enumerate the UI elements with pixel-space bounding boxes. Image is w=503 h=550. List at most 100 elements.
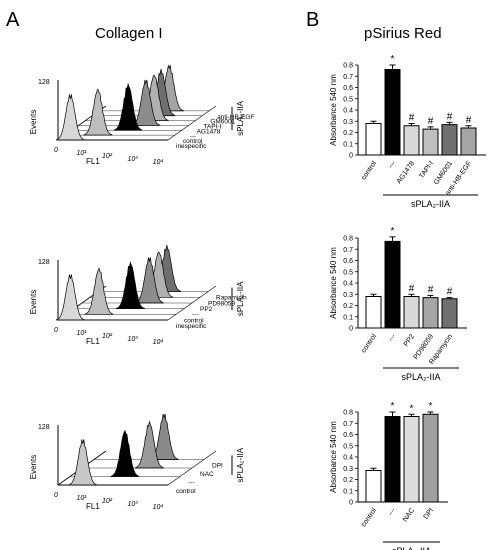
x-tick-label: 0 — [54, 492, 58, 499]
y-axis-label: Events — [29, 455, 38, 479]
x-tick-label: --- — [387, 507, 397, 517]
y-tick-label: 0.8 — [343, 410, 353, 417]
y-tick-label: 0.7 — [343, 247, 353, 254]
x-tick-label: AG1478 — [396, 160, 417, 185]
x-tick-label: 10¹ — [76, 330, 87, 337]
y-tick-label: 0.6 — [343, 258, 353, 265]
significance-mark: * — [391, 401, 395, 412]
y-axis-label: Absorbance 540 nm — [329, 421, 338, 493]
track-label: control — [183, 138, 203, 145]
bar-PP2 — [403, 296, 420, 329]
significance-mark: # — [447, 287, 453, 298]
x-tick-label: 10⁴ — [153, 504, 164, 511]
y-tick-label: 0.5 — [343, 269, 353, 276]
bar-chart-1: 0 0.1 0.2 0.3 0.4 0.5 0.6 0.7 0.8 Absorbance 540 … — [329, 54, 486, 209]
track-label: NAC — [200, 471, 214, 478]
bar-control — [365, 470, 382, 503]
group-label: sPLA₂-IIA — [411, 199, 450, 209]
track-label: --- — [190, 133, 197, 140]
y-tick-label: 0.3 — [343, 292, 353, 299]
significance-mark: * — [391, 54, 395, 65]
bar-DPI — [422, 413, 439, 503]
significance-mark: # — [409, 113, 415, 124]
track-label: --- — [188, 480, 195, 487]
y-tick-label: 0.5 — [343, 96, 353, 103]
x-tick-label: 0 — [54, 147, 58, 154]
y-axis-label: Events — [29, 290, 38, 314]
y-tick-label: 0.5 — [343, 443, 353, 450]
x-tick-label: 10² — [102, 333, 113, 340]
y-tick-label: 0.3 — [343, 119, 353, 126]
significance-mark: # — [428, 116, 434, 127]
panel-a-title: Collagen I — [95, 25, 163, 42]
y-tick-label: 0.6 — [343, 85, 353, 92]
group-label: sPLA₂-IIA — [236, 281, 245, 316]
histogram-peak-control — [84, 267, 114, 315]
track-label: GM6001 — [210, 119, 235, 126]
x-tick-label: 10¹ — [76, 495, 87, 502]
bar-chart-2: 0 0.1 0.2 0.3 0.4 0.5 0.6 0.7 0.8 Absorbance 540 … — [329, 226, 467, 382]
bar-AG1478 — [403, 125, 420, 156]
bar-PD98059 — [422, 297, 439, 329]
x-tick-label: 10² — [102, 498, 113, 505]
significance-mark: # — [409, 283, 415, 294]
bar-control — [365, 123, 382, 156]
x-axis-label: FL1 — [86, 157, 100, 166]
track-label: PP2 — [200, 306, 213, 313]
y-axis-label: Absorbance 540 nm — [329, 74, 338, 146]
group-label: sPLA₂-IIA — [392, 546, 431, 550]
y-tick-label: 0.2 — [343, 303, 353, 310]
track-label: DPI — [212, 463, 223, 470]
x-tick-label: TAPI-I — [418, 160, 435, 180]
y-tick-label: 0.4 — [343, 108, 353, 115]
x-tick-label: 10⁴ — [153, 339, 164, 346]
x-tick-label: 0 — [54, 327, 58, 334]
x-tick-label: 10⁴ — [153, 159, 164, 166]
x-tick-label: PP2 — [403, 333, 416, 348]
significance-mark: * — [391, 226, 395, 237]
significance-mark: # — [428, 284, 434, 295]
panel-b-letter: B — [306, 9, 319, 31]
histogram-peak---- — [115, 261, 145, 310]
significance-mark: # — [447, 111, 453, 122]
y-tick-label: 0.1 — [343, 314, 353, 321]
bar-GM6001 — [441, 124, 458, 156]
y-max-tick: 128 — [38, 259, 50, 266]
track-label: inespecific — [176, 143, 207, 150]
x-tick-label: control — [360, 333, 378, 355]
bar-NAC — [403, 416, 420, 503]
y-max-tick: 128 — [38, 424, 50, 431]
x-tick-label: NAC — [402, 507, 416, 523]
track-label: PD98059 — [208, 300, 235, 307]
y-tick-label: 0.6 — [343, 432, 353, 439]
histogram-peak-control — [68, 439, 98, 486]
histogram-peak---- — [110, 429, 140, 477]
y-tick-label: 0.4 — [343, 455, 353, 462]
y-tick-label: 0.4 — [343, 281, 353, 288]
track-label: control — [184, 317, 204, 324]
panel-a-letter: A — [6, 9, 20, 31]
x-tick-label: --- — [387, 160, 397, 170]
x-tick-label: control — [360, 160, 378, 182]
significance-mark: * — [410, 403, 414, 414]
y-tick-label: 0 — [349, 500, 353, 507]
histogram-panel-1: 128 Events 0 10¹ 10² 10³ 10⁴ FL1 anti-HB-EGFGM60… — [29, 64, 254, 166]
y-tick-label: 0.8 — [343, 63, 353, 70]
y-axis-label: Events — [29, 110, 38, 134]
x-tick-label: DPI — [423, 507, 435, 521]
significance-mark: * — [429, 401, 433, 412]
track-label: AG1478 — [197, 128, 221, 135]
y-max-tick: 128 — [38, 79, 50, 86]
y-tick-label: 0.2 — [343, 477, 353, 484]
y-tick-label: 0.7 — [343, 421, 353, 428]
bar-chart-3: 0 0.1 0.2 0.3 0.4 0.5 0.6 0.7 0.8 Absorbance 540 … — [329, 401, 448, 550]
y-axis-label: Absorbance 540 nm — [329, 247, 338, 319]
group-label: sPLA₂-IIA — [236, 447, 245, 482]
bar---- — [384, 69, 401, 156]
flow-histogram-panels: 128 Events 0 10¹ 10² 10³ 10⁴ FL1 anti-HB-EGFGM60… — [29, 64, 254, 511]
y-tick-label: 0.8 — [343, 236, 353, 243]
x-axis-label: FL1 — [86, 502, 100, 511]
histogram-peak-NAC — [134, 420, 164, 469]
